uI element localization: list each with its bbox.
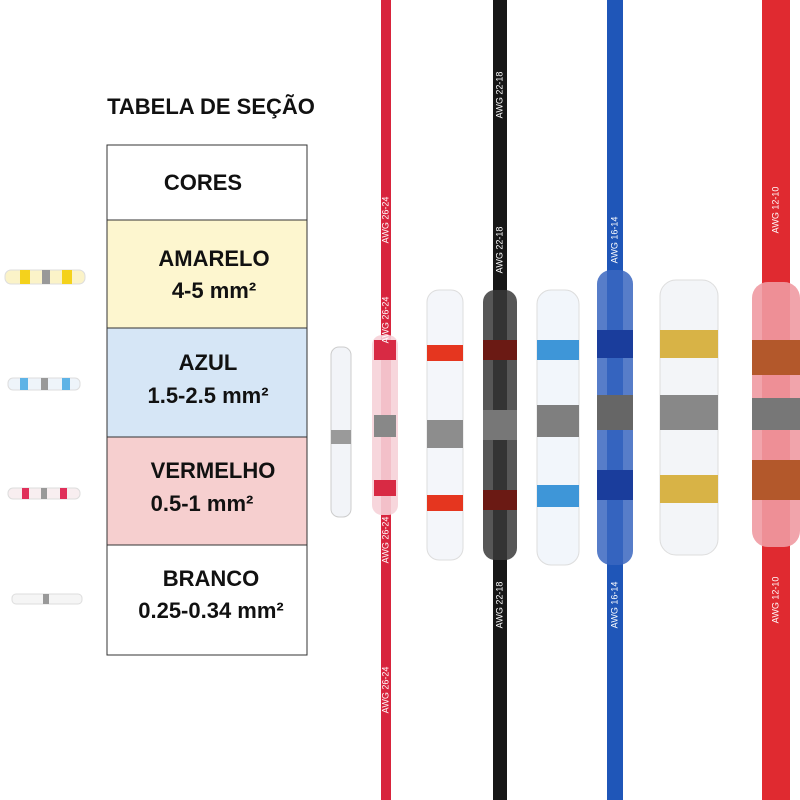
wire-label: AWG 26-24 bbox=[380, 517, 390, 564]
wire-label: AWG 26-24 bbox=[380, 197, 390, 244]
row-size: 0.5-1 mm² bbox=[151, 491, 254, 516]
row-size: 4-5 mm² bbox=[172, 278, 256, 303]
wire-label: AWG 22-18 bbox=[494, 72, 504, 119]
row-size: 0.25-0.34 mm² bbox=[138, 598, 284, 623]
header-cell bbox=[106, 144, 308, 221]
wire-label: AWG 12-10 bbox=[770, 187, 780, 234]
row-name: VERMELHO bbox=[151, 458, 276, 483]
row-name: AZUL bbox=[179, 350, 238, 375]
wire-label: AWG 22-18 bbox=[494, 582, 504, 629]
small-connectors bbox=[4, 269, 86, 605]
wire-label: AWG 16-14 bbox=[609, 582, 619, 629]
wire-label: AWG 26-24 bbox=[380, 667, 390, 714]
title: TABELA DE SEÇÃO bbox=[107, 94, 315, 119]
red-cell bbox=[106, 436, 308, 546]
white-cell bbox=[106, 544, 308, 656]
wire-label: AWG 26-24 bbox=[380, 297, 390, 344]
wire-label: AWG 22-18 bbox=[494, 227, 504, 274]
wire-label: AWG 16-14 bbox=[609, 217, 619, 264]
row-name: BRANCO bbox=[163, 566, 260, 591]
wire-label: AWG 12-10 bbox=[770, 577, 780, 624]
row-name: AMARELO bbox=[158, 246, 269, 271]
row-size: 1.5-2.5 mm² bbox=[147, 383, 268, 408]
blue-cell bbox=[106, 327, 308, 438]
yellow-cell bbox=[106, 219, 308, 329]
table-header: CORES bbox=[164, 170, 242, 195]
table bbox=[106, 144, 308, 656]
connectors bbox=[330, 270, 800, 566]
